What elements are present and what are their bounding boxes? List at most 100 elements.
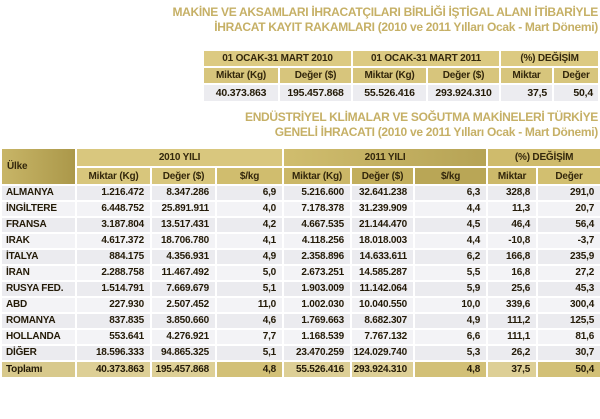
value-cell: 2.288.758 [75,264,152,282]
value-cell: 11,0 [214,296,285,314]
value-cell: 553.641 [75,328,152,346]
value-cell: 227.930 [75,296,152,314]
value-cell: 5.216.600 [282,184,353,202]
value-cell: 14.585.287 [350,264,416,282]
table-row: RUSYA FED. 1.514.791 7.669.679 5,1 1.903.009… [0,280,600,298]
summary-group-change: (%) DEĞİŞİM [499,49,600,68]
table-row: FRANSA 3.187.804 13.517.431 4,2 4.667.535 21.… [0,216,600,234]
value-cell: 31.239.909 [350,200,416,218]
value-cell: 18.706.780 [150,232,217,250]
value-cell: -10,8 [486,232,539,250]
country-export-table: Ülke 2010 YILI 2011 YILI (%) DEĞİŞİM Mik… [0,147,600,379]
col-header: Miktar [486,166,539,186]
value-cell: 4,6 [214,312,285,330]
value-cell: 23.470.259 [282,344,353,362]
value-cell: 5,3 [413,344,489,362]
value-cell: 5,9 [413,280,489,298]
country-cell: İRAN [0,264,77,282]
value-cell: 4,4 [413,200,489,218]
value-cell: 4.276.921 [150,328,217,346]
value-cell: 18.018.003 [350,232,416,250]
value-cell: 5,0 [214,264,285,282]
value-cell: 6,2 [413,248,489,266]
value-cell: 328,8 [486,184,539,202]
total-value-cell: 37,5 [486,360,539,379]
value-cell: 111,2 [486,312,539,330]
col-header: Değer ($) [350,166,416,186]
value-cell: 11.467.492 [150,264,217,282]
value-cell: 26,2 [486,344,539,362]
value-cell: 45,3 [536,280,600,298]
summary-col-header: Miktar (Kg) [351,66,429,85]
summary-value-cell: 37,5 [499,83,555,103]
country-cell: DİĞER [0,344,77,362]
value-cell: 4,9 [413,312,489,330]
country-cell: ALMANYA [0,184,77,202]
value-cell: 7,7 [214,328,285,346]
value-cell: 10,0 [413,296,489,314]
value-cell: 56,4 [536,216,600,234]
value-cell: 11.142.064 [350,280,416,298]
document-title-2: ENDÜSTRİYEL KLİMALAR VE SOĞUTMA MAKİNELE… [0,103,600,140]
value-cell: 3.187.804 [75,216,152,234]
value-cell: 5,1 [214,280,285,298]
country-cell: ROMANYA [0,312,77,330]
table-row: IRAK 4.617.372 18.706.780 4,1 4.118.256 18.01… [0,232,600,250]
total-value-cell: 195.457.868 [150,360,217,379]
value-cell: 235,9 [536,248,600,266]
group-2011: 2011 YILI [282,147,489,168]
value-cell: 4.617.372 [75,232,152,250]
col-header: Miktar (Kg) [282,166,353,186]
value-cell: 6,9 [214,184,285,202]
value-cell: 7.767.132 [350,328,416,346]
country-cell: IRAK [0,232,77,250]
table-row: ROMANYA 837.835 3.850.660 4,6 1.769.663 8.682… [0,312,600,330]
summary-col-header: Miktar [499,66,555,85]
col-header: Değer [536,166,600,186]
value-cell: 5,5 [413,264,489,282]
value-cell: 339,6 [486,296,539,314]
summary-value-cell: 293.924.310 [426,83,502,103]
table-row: DİĞER 18.596.333 94.865.325 5,1 23.470.259 12… [0,344,600,362]
country-cell: İTALYA [0,248,77,266]
value-cell: 25,6 [486,280,539,298]
total-value-cell: 293.924.310 [350,360,416,379]
summary-value-cell: 195.457.868 [277,83,354,103]
summary-col-header: Miktar (Kg) [202,66,280,85]
value-cell: 4,4 [413,232,489,250]
value-cell: 125,5 [536,312,600,330]
value-cell: 25.891.911 [150,200,217,218]
value-cell: 46,4 [486,216,539,234]
value-cell: 2.358.896 [282,248,353,266]
summary-table: 01 OCAK-31 MART 2010 01 OCAK-31 MART 201… [201,49,600,103]
value-cell: 7.669.679 [150,280,217,298]
value-cell: 1.903.009 [282,280,353,298]
value-cell: 1.769.663 [282,312,353,330]
country-cell: HOLLANDA [0,328,77,346]
value-cell: 3.850.660 [150,312,217,330]
group-2010: 2010 YILI [74,147,285,168]
value-cell: 4.667.535 [282,216,353,234]
summary-col-header: Değer ($) [277,66,354,85]
total-value-cell: 4,8 [413,360,489,379]
value-cell: 94.865.325 [150,344,217,362]
table-row: İRAN 2.288.758 11.467.492 5,0 2.673.251 14.58… [0,264,600,282]
value-cell: 166,8 [486,248,539,266]
value-cell: 18.596.333 [75,344,152,362]
value-cell: 8.347.286 [150,184,217,202]
summary-col-header: Değer [552,66,600,85]
summary-sub-header-row: Miktar (Kg) Değer ($) Miktar (Kg) Değer … [202,66,600,85]
document-title-1-line-2: İHRACAT KAYIT RAKAMLARI (2010 ve 2011 Yı… [214,20,598,34]
value-cell: 11,3 [486,200,539,218]
value-cell: 20,7 [536,200,600,218]
value-cell: 16,8 [486,264,539,282]
value-cell: 111,1 [486,328,539,346]
table-row: İTALYA 884.175 4.356.931 4,9 2.358.896 14.633… [0,248,600,266]
value-cell: 13.517.431 [150,216,217,234]
summary-group-2010: 01 OCAK-31 MART 2010 [201,49,354,68]
value-cell: -3,7 [536,232,600,250]
value-cell: 81,6 [536,328,600,346]
summary-value-cell: 55.526.416 [351,83,429,103]
value-cell: 1.216.472 [75,184,152,202]
col-header: Miktar (Kg) [75,166,152,186]
